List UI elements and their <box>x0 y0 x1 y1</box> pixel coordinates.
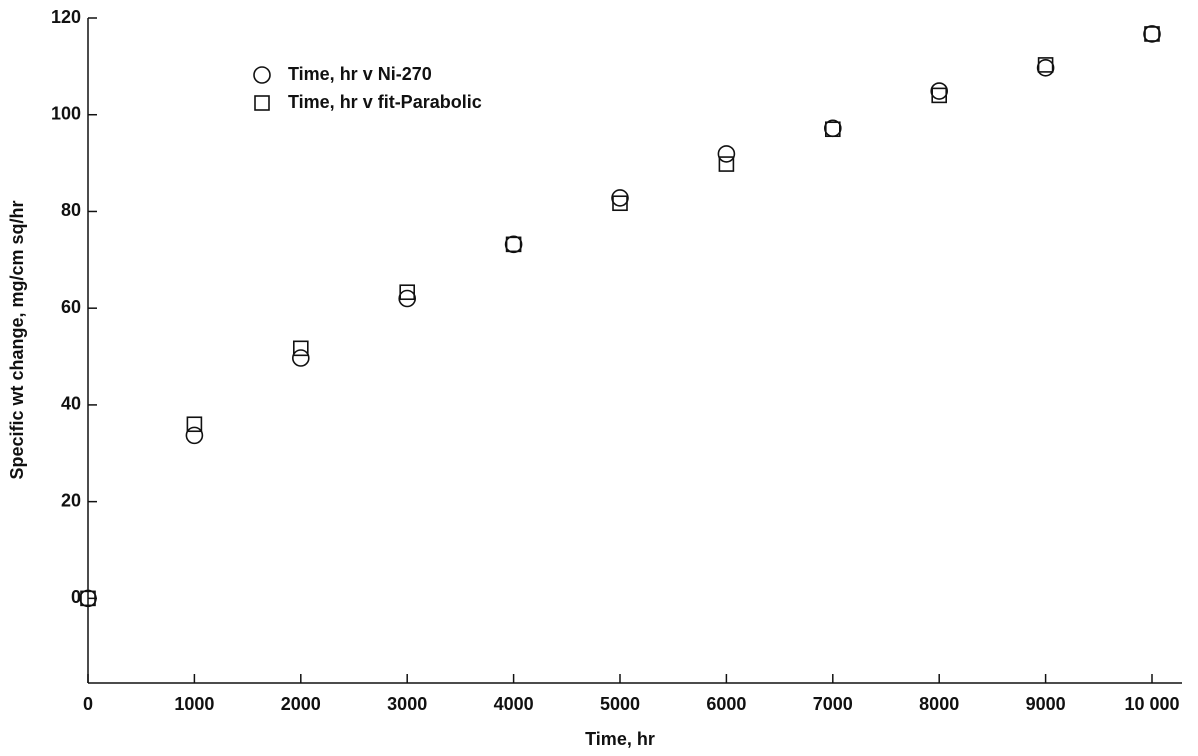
legend-label: Time, hr v Ni-270 <box>288 64 432 84</box>
data-point <box>79 589 97 608</box>
data-point <box>931 87 948 104</box>
x-tick-label: 3000 <box>387 694 427 714</box>
x-tick-label: 10 000 <box>1124 694 1179 714</box>
data-point <box>1037 57 1054 73</box>
legend-marker <box>254 95 270 111</box>
y-tick-label: 60 <box>61 297 81 317</box>
data-point <box>292 340 309 357</box>
x-axis-label: Time, hr <box>585 729 655 749</box>
x-tick-label: 7000 <box>813 694 853 714</box>
data-point <box>185 426 204 445</box>
data-point <box>612 195 628 212</box>
y-tick-label: 20 <box>61 490 81 510</box>
data-point <box>718 156 735 172</box>
y-tick-label: 120 <box>51 7 81 27</box>
y-tick-label: 80 <box>61 200 81 220</box>
data-point <box>80 590 96 607</box>
data-point <box>611 189 629 207</box>
x-tick-label: 6000 <box>706 694 746 714</box>
data-point <box>505 236 522 253</box>
x-tick-label: 5000 <box>600 694 640 714</box>
x-tick-label: 9000 <box>1026 694 1066 714</box>
legend-label: Time, hr v fit-Parabolic <box>288 92 482 112</box>
data-point <box>1143 25 1161 43</box>
y-axis-label: Specific wt change, mg/cm sq/hr <box>7 200 27 479</box>
data-point <box>398 289 417 308</box>
y-tick-label: 40 <box>61 394 81 414</box>
x-tick-label: 4000 <box>494 694 534 714</box>
legend-marker <box>253 66 271 84</box>
data-point <box>186 416 203 433</box>
x-tick-label: 8000 <box>919 694 959 714</box>
data-point <box>1144 26 1160 42</box>
x-tick-label: 1000 <box>174 694 214 714</box>
data-point <box>1036 59 1055 77</box>
data-point <box>824 121 841 138</box>
data-point <box>717 145 736 163</box>
y-tick-label: 0 <box>71 587 81 607</box>
data-point <box>504 235 523 254</box>
data-point <box>930 82 949 100</box>
x-tick-label: 0 <box>83 694 93 714</box>
x-tick-label: 2000 <box>281 694 321 714</box>
data-point <box>291 349 310 367</box>
data-point <box>399 284 416 301</box>
y-tick-label: 100 <box>51 103 81 123</box>
